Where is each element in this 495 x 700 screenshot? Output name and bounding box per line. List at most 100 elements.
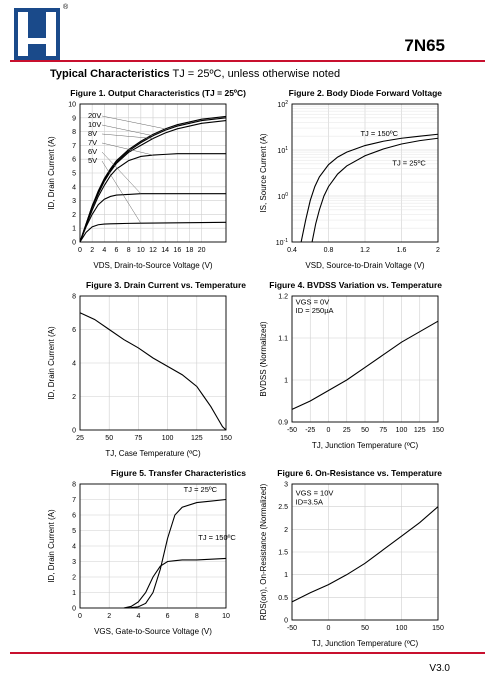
fig6-annotation: ID=3.5A — [296, 497, 323, 506]
fig1-series-line — [79, 153, 226, 243]
fig3-chart: Figure 3. Drain Current vs. Temperature 2… — [47, 280, 246, 458]
fig5-plot-frame — [79, 483, 227, 609]
fig5-ytick-label: 5 — [72, 528, 76, 535]
fig1-series-line — [79, 120, 227, 243]
fig2-xtick-label: 0.4 — [287, 247, 297, 254]
fig1-xtick-label: 4 — [102, 247, 106, 254]
fig2-ylabel: IS, Source Current (A) — [259, 133, 268, 212]
fig6-xtick-label: 150 — [432, 625, 444, 632]
fig5-ytick-label: 7 — [72, 497, 76, 504]
fig4-xtick-label: 150 — [432, 427, 444, 434]
fig1-xtick-label: 10 — [137, 247, 145, 254]
fig3-plot-frame — [79, 295, 227, 431]
fig4-annotation: ID = 250µA — [296, 306, 334, 315]
fig1-xtick-label: 6 — [115, 247, 119, 254]
fig5-xlabel: VGS, Gate-to-Source Voltage (V) — [94, 627, 212, 636]
fig5-ytick-label: 1 — [72, 590, 76, 597]
fig1-ytick-label: 2 — [72, 212, 76, 219]
fig1-ytick-label: 8 — [72, 129, 76, 136]
fig6-ytick-label: 0 — [284, 618, 288, 625]
fig4-xtick-label: 125 — [414, 427, 426, 434]
fig1-ytick-label: 9 — [72, 115, 76, 122]
fig1-legend-label: 10V — [88, 120, 101, 129]
fig6-xtick-label: 100 — [396, 625, 408, 632]
fig5-xtick-label: 8 — [195, 613, 199, 620]
fig4-xtick-label: 0 — [327, 427, 331, 434]
fig1-legend-leader — [101, 115, 166, 130]
fig6-annotation: VGS = 10V — [296, 488, 334, 497]
fig1-legend-label: 6V — [88, 147, 97, 156]
fig1-legend-leader — [101, 133, 154, 139]
fig1-ytick-label: 1 — [72, 226, 76, 233]
fig4-ytick-label: 1 — [284, 378, 288, 385]
fig1-series-line — [79, 117, 227, 243]
fig3-ytick-label: 4 — [72, 361, 76, 368]
fig4-ytick-label: 0.9 — [278, 420, 288, 427]
fig1-plot-frame — [79, 103, 227, 243]
fig4-xtick-label: -25 — [305, 427, 315, 434]
fig1-legend-leader — [101, 124, 154, 136]
fig1-ytick-label: 7 — [72, 143, 76, 150]
fig5-xtick-label: 4 — [136, 613, 140, 620]
fig1-legend-leader — [101, 151, 142, 194]
fig4-ytick-label: 1.1 — [278, 336, 288, 343]
fig1-xlabel: VDS, Drain-to-Source Voltage (V) — [93, 261, 212, 270]
fig2-annotation: TJ = 25ºC — [392, 159, 426, 168]
fig4-annotation: VGS = 0V — [296, 297, 330, 306]
fig4-xlabel: TJ, Junction Temperature (ºC) — [312, 441, 419, 450]
fig4-xtick-label: 100 — [396, 427, 408, 434]
company-logo — [14, 8, 60, 60]
fig1-ytick-label: 4 — [72, 184, 76, 191]
fig5-ytick-label: 3 — [72, 559, 76, 566]
fig5-ylabel: ID, Drain Current (A) — [47, 509, 56, 583]
fig1-xtick-label: 16 — [173, 247, 181, 254]
fig2-xlabel: VSD, Source-to-Drain Voltage (V) — [305, 261, 424, 270]
fig3-ytick-label: 6 — [72, 327, 76, 334]
fig5-xtick-label: 0 — [78, 613, 82, 620]
fig2-ytick-label: 10-1 — [276, 238, 288, 247]
fig6-ytick-label: 2.5 — [278, 504, 288, 511]
fig3-xtick-label: 75 — [135, 435, 143, 442]
fig1-xtick-label: 14 — [161, 247, 169, 254]
fig1-xtick-label: 18 — [186, 247, 194, 254]
fig1-xtick-label: 2 — [90, 247, 94, 254]
fig3-xtick-label: 125 — [191, 435, 203, 442]
header-divider — [10, 60, 485, 62]
version-label: V3.0 — [429, 663, 450, 674]
footer-divider — [10, 652, 485, 654]
fig6-ytick-label: 0.5 — [278, 595, 288, 602]
fig4-xtick-label: -50 — [287, 427, 297, 434]
fig5-chart: Figure 5. Transfer Characteristics 0 2 4 6 8 1… — [47, 468, 246, 636]
fig6-ytick-label: 3 — [284, 482, 288, 489]
fig6-ytick-label: 1.5 — [278, 550, 288, 557]
fig5-xtick-label: 6 — [166, 613, 170, 620]
fig5-annotation: TJ = 25ºC — [184, 485, 218, 494]
fig6-xlabel: TJ, Junction Temperature (ºC) — [312, 639, 419, 648]
section-title-rest: TJ = 25ºC, unless otherwise noted — [169, 68, 341, 80]
fig1-xtick-label: 12 — [149, 247, 157, 254]
fig6-series-line — [291, 506, 439, 603]
fig4-ylabel: BVDSS (Normalized) — [259, 321, 268, 396]
fig6-xtick-label: 50 — [361, 625, 369, 632]
fig5-ytick-label: 4 — [72, 544, 76, 551]
fig3-xtick-label: 25 — [76, 435, 84, 442]
fig4-xtick-label: 75 — [379, 427, 387, 434]
fig2-xtick-label: 0.8 — [324, 247, 334, 254]
fig3-series-line — [79, 312, 227, 431]
fig2-series-line — [311, 137, 439, 243]
fig3-xtick-label: 100 — [162, 435, 174, 442]
fig2-title: Figure 2. Body Diode Forward Voltage — [289, 88, 443, 98]
fig2-xtick-label: 1.6 — [397, 247, 407, 254]
fig1-legend-label: 5V — [88, 156, 97, 165]
part-number: 7N65 — [404, 36, 445, 55]
fig3-xlabel: TJ, Case Temperature (ºC) — [105, 449, 201, 458]
fig4-xtick-label: 50 — [361, 427, 369, 434]
fig5-annotation: TJ = 150ºC — [198, 533, 236, 542]
fig5-ytick-label: 6 — [72, 513, 76, 520]
fig4-plot-frame — [291, 295, 439, 423]
fig3-ytick-label: 8 — [72, 294, 76, 301]
fig5-series-line — [123, 498, 227, 609]
fig3-xtick-label: 150 — [220, 435, 232, 442]
fig6-ytick-label: 2 — [284, 527, 288, 534]
